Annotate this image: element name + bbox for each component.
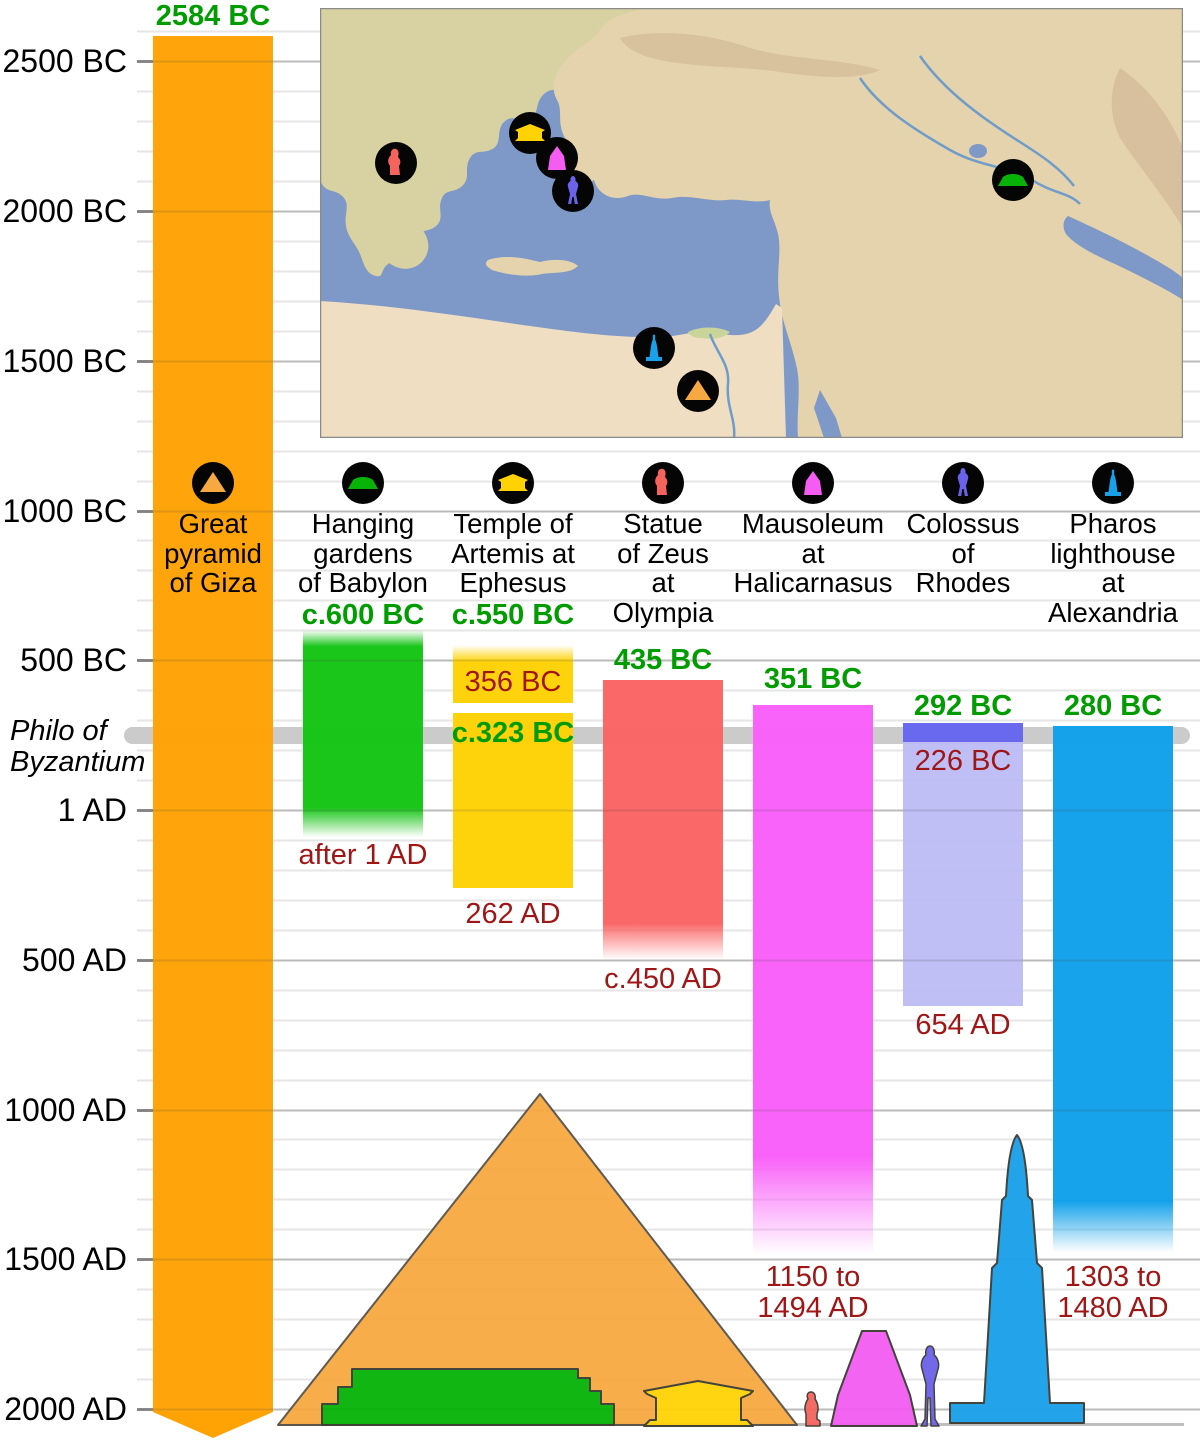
start-year-label-pyramid: 2584 BC bbox=[155, 0, 271, 32]
map-zagros-mountains bbox=[1111, 68, 1183, 228]
axis-label: 1500 AD bbox=[4, 1241, 127, 1278]
axis-label: 1 AD bbox=[57, 792, 127, 828]
map-nile-delta bbox=[688, 327, 730, 339]
map-crete bbox=[485, 256, 578, 276]
map-marker-zeus-icon bbox=[375, 142, 417, 184]
bar-segment-gardens bbox=[303, 646, 423, 807]
end-year-label-colossus: 226 BC bbox=[914, 745, 1012, 777]
axis-label: 2500 BC bbox=[2, 43, 127, 80]
bar-segment-pharos bbox=[1053, 726, 1173, 1201]
bar-segment-gardens bbox=[303, 807, 423, 839]
map-red-sea bbox=[814, 390, 842, 438]
wonder-name-temple: Temple of Artemis at Ephesus bbox=[451, 508, 575, 598]
end-year-label-mausoleum: 1150 to 1494 AD bbox=[757, 1261, 869, 1324]
map-peloponnese bbox=[371, 211, 429, 269]
start-year-label-mausoleum: 351 BC bbox=[763, 663, 863, 695]
legend-temple-icon bbox=[492, 462, 534, 504]
mausoleum-silhouette bbox=[830, 1330, 918, 1427]
map-nile-river bbox=[708, 333, 736, 438]
map-africa bbox=[320, 301, 786, 438]
start-year-label-temple: c.550 BC bbox=[451, 599, 575, 631]
axis-label: 500 AD bbox=[22, 941, 127, 978]
bar-segment-zeus bbox=[603, 679, 723, 923]
end-year-label-pharos: 1303 to 1480 AD bbox=[1057, 1261, 1169, 1324]
start-year-label-gardens: c.600 BC bbox=[301, 599, 425, 631]
gardens-silhouette bbox=[321, 1368, 615, 1426]
legend-pharos-icon bbox=[1092, 462, 1134, 504]
map-border bbox=[320, 8, 1183, 438]
temple-silhouette bbox=[643, 1380, 754, 1427]
axis-label: 2000 AD bbox=[4, 1391, 127, 1427]
legend-pyramid-icon bbox=[192, 462, 234, 504]
still-standing-arrow bbox=[153, 1411, 273, 1438]
bar-segment-mausoleum bbox=[753, 704, 873, 1155]
pharos-silhouette bbox=[949, 1134, 1085, 1424]
end-year-label-gardens: after 1 AD bbox=[298, 839, 428, 871]
bar-segment-pyramid bbox=[153, 36, 273, 1412]
map-marker-pyramid-icon bbox=[677, 370, 719, 412]
bar-segment-gardens bbox=[303, 630, 423, 647]
wonder-name-colossus: Colossus of Rhodes bbox=[906, 508, 1020, 598]
bar-segment-pharos bbox=[1053, 1200, 1173, 1254]
axis-label: 1000 AD bbox=[4, 1091, 127, 1128]
map-image bbox=[320, 8, 1183, 438]
map-tigris-river bbox=[918, 55, 1075, 187]
bar-segment-colossus bbox=[903, 742, 1023, 1006]
map-euphrates-river bbox=[858, 77, 1081, 205]
map-cyprus bbox=[790, 216, 852, 236]
wonder-name-mausoleum: Mausoleum at Halicarnasus bbox=[733, 508, 893, 598]
bar-segment-temple bbox=[453, 661, 573, 704]
map-taurus-mountains bbox=[620, 33, 880, 77]
bar-segment-zeus bbox=[603, 922, 723, 962]
map-marker-gardens-icon bbox=[992, 159, 1034, 201]
start-year-label-zeus: 435 BC bbox=[613, 644, 713, 676]
axis-label: 2000 BC bbox=[2, 193, 127, 229]
legend-zeus-icon bbox=[642, 462, 684, 504]
bar-segment-temple bbox=[453, 713, 573, 889]
wonder-name-zeus: Statue of Zeus at Olympia bbox=[612, 508, 714, 628]
map-marker-colossus-icon bbox=[552, 170, 594, 212]
bar-segment-colossus bbox=[903, 722, 1023, 743]
map-persian-gulf bbox=[1063, 216, 1183, 300]
map-markers bbox=[375, 112, 1034, 412]
start-year-label-temple: c.323 BC bbox=[451, 717, 575, 749]
axis-label: 500 BC bbox=[20, 642, 127, 679]
start-year-label-pharos: 280 BC bbox=[1063, 690, 1163, 722]
legend-gardens-icon bbox=[342, 462, 384, 504]
philo-label: Philo of Byzantium bbox=[10, 715, 146, 778]
zeus-statue-silhouette bbox=[804, 1391, 821, 1427]
bar-segment-temple bbox=[453, 645, 573, 662]
legend-colossus-icon bbox=[942, 462, 984, 504]
wonder-name-pharos: Pharos lighthouse at Alexandria bbox=[1048, 508, 1178, 628]
end-year-label-colossus: 654 AD bbox=[915, 1009, 1011, 1041]
legend-mausoleum-icon bbox=[792, 462, 834, 504]
map-anatolia-middle-east bbox=[553, 8, 1183, 438]
axis-label: 1500 BC bbox=[2, 342, 127, 379]
bar-segment-mausoleum bbox=[753, 1154, 873, 1258]
end-year-label-temple: 262 AD bbox=[465, 898, 561, 930]
legend-icons bbox=[192, 462, 1134, 504]
map-lake bbox=[969, 144, 987, 158]
end-year-label-temple: 356 BC bbox=[464, 666, 562, 698]
colossus-silhouette bbox=[920, 1345, 940, 1427]
start-year-label-colossus: 292 BC bbox=[913, 690, 1013, 722]
wonder-name-gardens: Hanging gardens of Babylon bbox=[298, 508, 428, 598]
wonder-name-pyramid: Great pyramid of Giza bbox=[164, 508, 262, 598]
axis-label: 1000 BC bbox=[2, 492, 127, 529]
end-year-label-zeus: c.450 AD bbox=[604, 963, 722, 995]
map-marker-pharos-icon bbox=[633, 327, 675, 369]
